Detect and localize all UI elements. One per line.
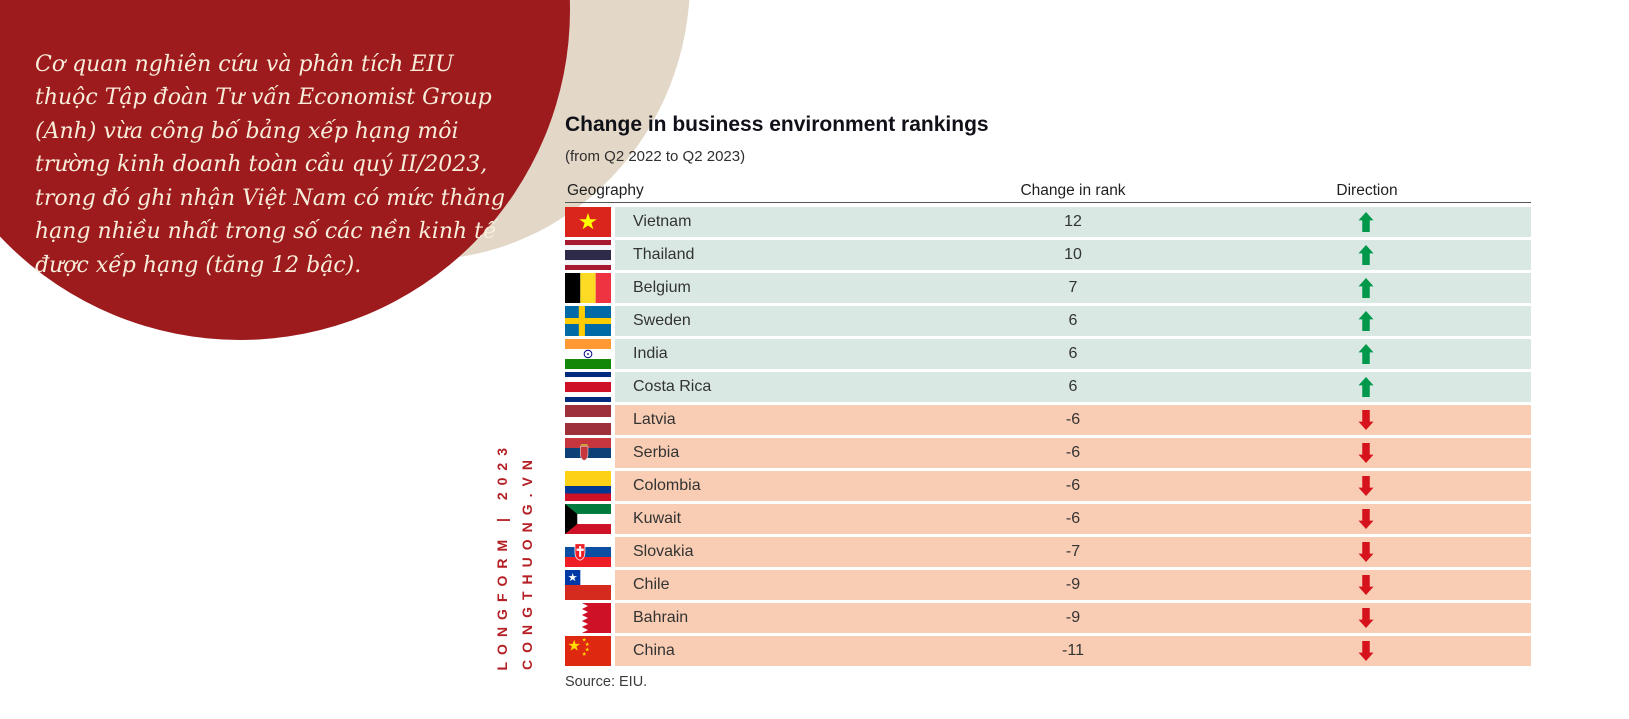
table-row: Sweden 6 (565, 306, 1531, 336)
change-in-rank-value: -6 (1065, 510, 1081, 527)
change-in-rank-value: -6 (1065, 411, 1081, 428)
source-note: Source: EIU. (565, 674, 648, 690)
vertical-watermark: LONGFORM | 2023 CONGTHUONG.VN (494, 386, 535, 671)
up-arrow-icon (1358, 344, 1374, 365)
country-label: Bahrain (633, 609, 689, 626)
country-label: Serbia (633, 444, 680, 461)
row-band: Chile -9 (615, 570, 1531, 600)
table-row: Bahrain -9 (565, 603, 1531, 633)
change-in-rank-value: -9 (1065, 576, 1081, 593)
table-row: Colombia -6 (565, 471, 1531, 501)
table-rows: Vietnam 12 Thailand 10 Belgium 7 Sweden 6 India 6… (565, 207, 1531, 666)
header-geography: Geography (567, 182, 644, 199)
country-label: Belgium (633, 279, 691, 296)
table-row: China -11 (565, 636, 1531, 666)
flag-india-icon (565, 339, 611, 369)
flag-kuwait-icon (565, 504, 611, 534)
table-row: Slovakia -7 (565, 537, 1531, 567)
down-arrow-icon (1358, 608, 1374, 629)
table-row: India 6 (565, 339, 1531, 369)
row-band: Kuwait -6 (615, 504, 1531, 534)
down-arrow-icon (1358, 476, 1374, 497)
flag-sweden-icon (565, 306, 611, 336)
row-band: Vietnam 12 (615, 207, 1531, 237)
change-in-rank-value: 12 (1064, 213, 1082, 230)
flag-slovakia-icon (565, 537, 611, 567)
change-in-rank-value: -9 (1065, 609, 1081, 626)
down-arrow-icon (1358, 509, 1374, 530)
country-label: Latvia (633, 411, 676, 428)
chart-subtitle: (from Q2 2022 to Q2 2023) (565, 148, 746, 165)
rankings-table: Change in business environment rankings … (565, 112, 1531, 705)
row-band: Bahrain -9 (615, 603, 1531, 633)
intro-text: Cơ quan nghiên cứu và phân tích EIU thuộ… (35, 52, 505, 278)
change-in-rank-value: 10 (1064, 246, 1082, 263)
flag-costa-rica-icon (565, 372, 611, 402)
down-arrow-icon (1358, 542, 1374, 563)
header-rule (565, 202, 1531, 203)
country-label: Slovakia (633, 543, 694, 560)
up-arrow-icon (1358, 212, 1374, 233)
down-arrow-icon (1358, 443, 1374, 464)
country-label: Kuwait (633, 510, 682, 527)
flag-thailand-icon (565, 240, 611, 270)
change-in-rank-value: -7 (1065, 543, 1081, 560)
country-label: Chile (633, 576, 670, 593)
country-label: Vietnam (633, 213, 692, 230)
chart-title: Change in business environment rankings (565, 113, 989, 136)
flag-china-icon (565, 636, 611, 666)
country-label: India (633, 345, 668, 362)
change-in-rank-value: 6 (1068, 312, 1078, 329)
change-in-rank-value: -6 (1065, 477, 1081, 494)
country-label: Colombia (633, 477, 701, 494)
row-band: Latvia -6 (615, 405, 1531, 435)
up-arrow-icon (1358, 278, 1374, 299)
row-band: China -11 (615, 636, 1531, 666)
down-arrow-icon (1358, 575, 1374, 596)
change-in-rank-value: 6 (1068, 378, 1078, 395)
country-label: Costa Rica (633, 378, 712, 395)
flag-chile-icon (565, 570, 611, 600)
row-band: Slovakia -7 (615, 537, 1531, 567)
header-change-in-rank: Change in rank (1020, 182, 1126, 199)
row-band: India 6 (615, 339, 1531, 369)
table-row: Serbia -6 (565, 438, 1531, 468)
country-label: China (633, 642, 675, 659)
row-band: Serbia -6 (615, 438, 1531, 468)
table-row: Belgium 7 (565, 273, 1531, 303)
table-row: Vietnam 12 (565, 207, 1531, 237)
up-arrow-icon (1358, 311, 1374, 332)
watermark-congthuong: CONGTHUONG.VN (519, 453, 535, 670)
change-in-rank-value: 7 (1068, 279, 1078, 296)
row-band: Colombia -6 (615, 471, 1531, 501)
row-band: Sweden 6 (615, 306, 1531, 336)
row-band: Belgium 7 (615, 273, 1531, 303)
change-in-rank-value: -11 (1062, 642, 1084, 659)
down-arrow-icon (1358, 641, 1374, 662)
change-in-rank-value: 6 (1068, 345, 1078, 362)
up-arrow-icon (1358, 245, 1374, 266)
table-row: Costa Rica 6 (565, 372, 1531, 402)
flag-colombia-icon (565, 471, 611, 501)
flag-belgium-icon (565, 273, 611, 303)
row-band: Thailand 10 (615, 240, 1531, 270)
table-row: Chile -9 (565, 570, 1531, 600)
flag-bahrain-icon (565, 603, 611, 633)
up-arrow-icon (1358, 377, 1374, 398)
table-header-row: Geography Change in rank Direction (565, 180, 1531, 202)
change-in-rank-value: -6 (1065, 444, 1081, 461)
row-band: Costa Rica 6 (615, 372, 1531, 402)
table-row: Latvia -6 (565, 405, 1531, 435)
table-row: Thailand 10 (565, 240, 1531, 270)
down-arrow-icon (1358, 410, 1374, 431)
country-label: Thailand (633, 246, 695, 263)
flag-serbia-icon (565, 438, 611, 468)
watermark-longform: LONGFORM | 2023 (494, 440, 510, 671)
flag-latvia-icon (565, 405, 611, 435)
header-direction: Direction (1336, 182, 1398, 199)
flag-vietnam-icon (565, 207, 611, 237)
table-row: Kuwait -6 (565, 504, 1531, 534)
country-label: Sweden (633, 312, 691, 329)
